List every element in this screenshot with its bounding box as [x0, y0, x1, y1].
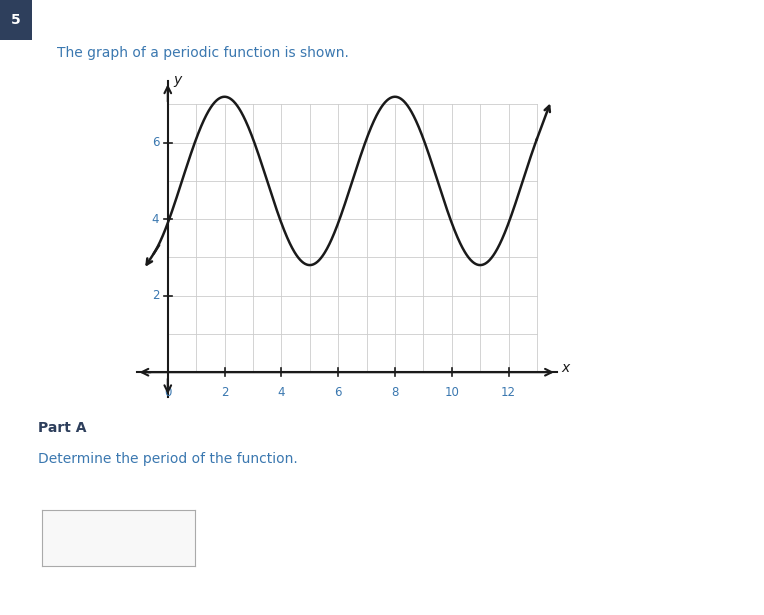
Text: 5: 5 [11, 13, 21, 27]
Text: 12: 12 [501, 386, 516, 399]
Text: 2: 2 [152, 289, 159, 302]
Text: 4: 4 [152, 213, 159, 226]
Text: 0: 0 [164, 386, 171, 399]
Text: 6: 6 [152, 136, 159, 149]
Text: 8: 8 [391, 386, 399, 399]
Text: y: y [173, 73, 182, 87]
Text: Determine the period of the function.: Determine the period of the function. [38, 452, 298, 466]
Text: 6: 6 [335, 386, 342, 399]
Text: 4: 4 [277, 386, 285, 399]
Text: x: x [561, 360, 569, 375]
Text: The graph of a periodic function is shown.: The graph of a periodic function is show… [57, 46, 349, 60]
Text: 2: 2 [221, 386, 228, 399]
Text: 10: 10 [445, 386, 459, 399]
Text: Part A: Part A [38, 421, 86, 435]
